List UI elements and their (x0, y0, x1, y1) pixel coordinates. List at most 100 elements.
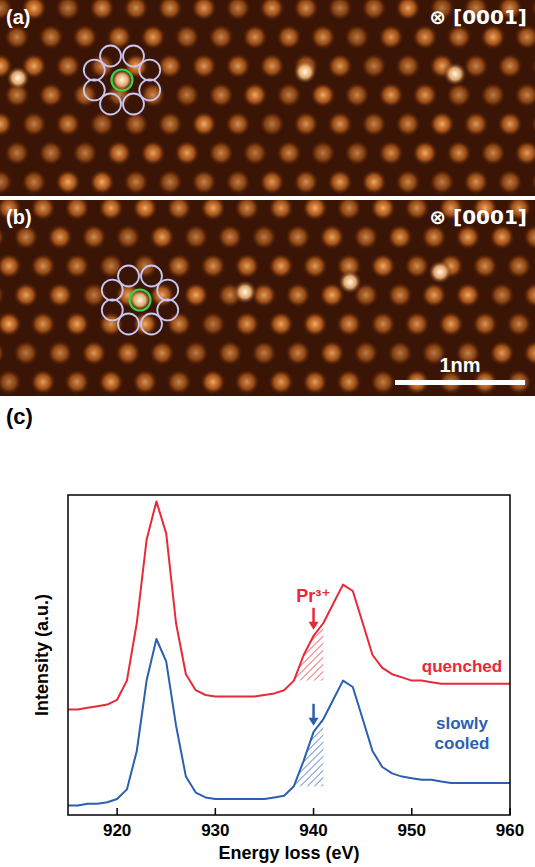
atom-column (302, 369, 328, 395)
dopant-marker (130, 290, 151, 311)
atom-column (157, 53, 183, 79)
x-tick (116, 808, 118, 815)
panel-label: (b) (6, 206, 32, 228)
atom-column (47, 340, 73, 366)
atom-column (472, 253, 498, 279)
atom-column (455, 282, 481, 308)
atom-column (421, 282, 447, 308)
atom-column (38, 140, 64, 166)
atom-column (429, 169, 455, 195)
atom-column (302, 311, 328, 337)
atom-column (225, 53, 251, 79)
atom-column (310, 140, 336, 166)
stem-panel: (a)⊗ [0001] (0, 0, 535, 196)
atom-column (225, 111, 251, 137)
atom-column (234, 200, 260, 221)
atom-column (395, 53, 421, 79)
atom-column (370, 200, 396, 221)
atom-column (319, 224, 345, 250)
atom-column (140, 140, 166, 166)
neighbor-marker (139, 60, 160, 81)
atom-column (132, 369, 158, 395)
atom-column (200, 253, 226, 279)
atom-column (183, 224, 209, 250)
scale-bar-label: 1nm (439, 354, 480, 376)
atom-column (336, 200, 362, 221)
atom-column (174, 140, 200, 166)
atom-column (174, 82, 200, 108)
annotation: Pr³⁺ (296, 586, 331, 606)
atom-column (55, 0, 81, 21)
atom-column (55, 53, 81, 79)
atom-column (497, 111, 523, 137)
atom-column (276, 24, 302, 50)
chart: (c)920930940950960Energy loss (eV)Intens… (0, 400, 535, 863)
image-background (0, 0, 535, 196)
atom-column (302, 200, 328, 221)
atom-column (242, 82, 268, 108)
atom-column (234, 253, 260, 279)
atom-column (523, 340, 535, 366)
atom-column (259, 0, 285, 21)
atom-column (38, 82, 64, 108)
atom-column (387, 282, 413, 308)
atom-column (251, 224, 277, 250)
atom-column (370, 253, 396, 279)
atom-column (531, 53, 535, 79)
atom-column (395, 111, 421, 137)
atom-column (55, 169, 81, 195)
atom-column (497, 53, 523, 79)
dopant-column (110, 68, 134, 92)
atom-column (353, 340, 379, 366)
atom-column (81, 340, 107, 366)
atom-column (463, 169, 489, 195)
dopant-column (428, 260, 452, 284)
atom-column (353, 224, 379, 250)
plot-frame (68, 495, 510, 815)
atom-column (378, 82, 404, 108)
atom-column (361, 53, 387, 79)
zone-axis: ⊗ [0001] (429, 205, 527, 229)
shoulder-shade (294, 623, 323, 681)
neighbor-marker (118, 265, 139, 286)
atom-column (106, 140, 132, 166)
atom-column (370, 369, 396, 395)
atom-column (259, 53, 285, 79)
atom-column (183, 340, 209, 366)
x-tick-label: 930 (201, 821, 229, 840)
atom-column (183, 282, 209, 308)
dopant-column (338, 270, 362, 294)
atom-column (72, 24, 98, 50)
atom-column (174, 24, 200, 50)
spectrum-line (68, 501, 510, 709)
neighbor-marker (100, 45, 121, 66)
atom-column (166, 369, 192, 395)
atom-column (0, 369, 22, 395)
y-axis-title: Intensity (a.u.) (32, 594, 52, 716)
atom-column (276, 82, 302, 108)
atom-column (89, 169, 115, 195)
atom-column (89, 0, 115, 21)
atom-column (0, 253, 22, 279)
atom-column (38, 24, 64, 50)
atom-column (438, 311, 464, 337)
atom-column (208, 24, 234, 50)
atom-column (336, 311, 362, 337)
atom-column (404, 200, 430, 221)
atom-column (13, 340, 39, 366)
atom-column (64, 200, 90, 221)
atom-column (64, 369, 90, 395)
atom-column (395, 0, 421, 21)
atom-column (268, 311, 294, 337)
atom-column (293, 0, 319, 21)
atom-column (472, 311, 498, 337)
atom-column (361, 169, 387, 195)
atom-column (13, 282, 39, 308)
dopant-column (6, 66, 30, 90)
atom-column (30, 369, 56, 395)
arrow-shaft (312, 608, 315, 623)
atom-column (234, 311, 260, 337)
atom-column (489, 282, 515, 308)
atom-column (344, 82, 370, 108)
atom-column (0, 169, 13, 195)
